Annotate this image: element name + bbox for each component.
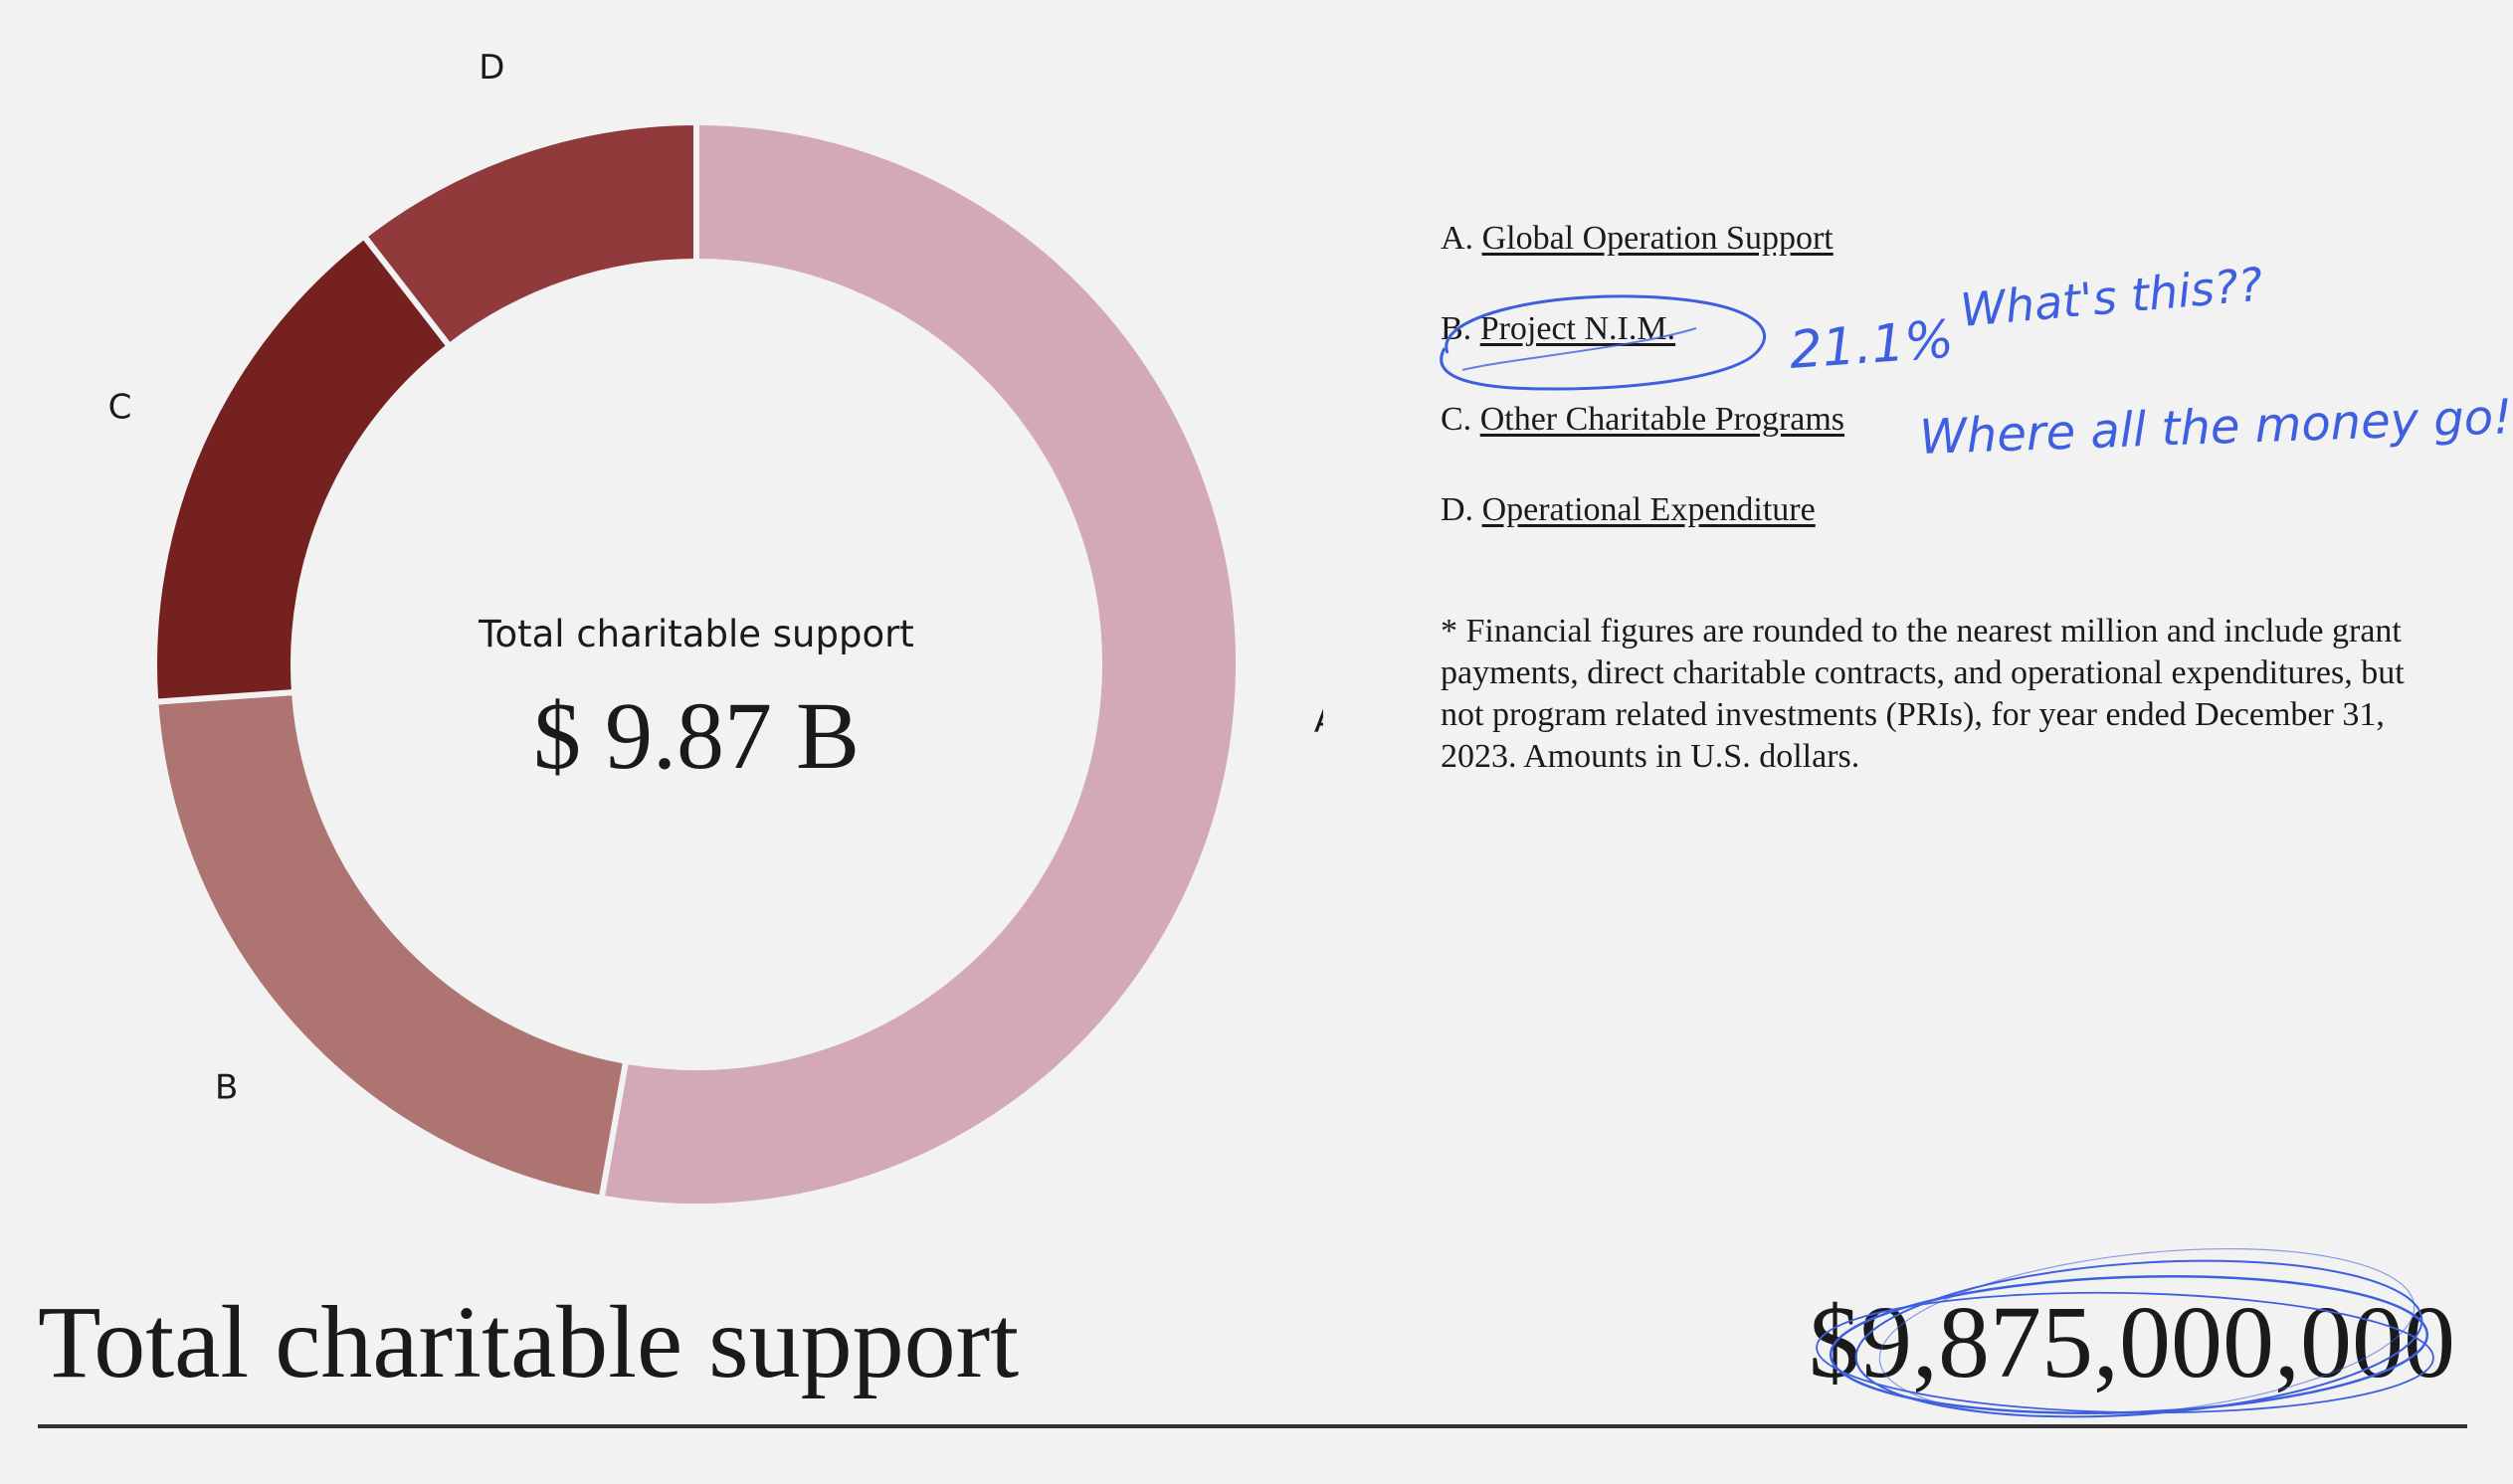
legend-letter: B. <box>1441 310 1472 347</box>
legend-letter: D. <box>1441 491 1474 528</box>
center-caption: Total charitable support <box>478 613 914 655</box>
slice-labels: A B C D <box>108 48 1323 1107</box>
donut-slices <box>151 118 1242 1209</box>
slice-label-a: A <box>1314 701 1323 741</box>
slice-label-b: B <box>215 1067 238 1107</box>
slice-label-c: C <box>108 388 132 428</box>
legend-item-c: C. Other Charitable Programs <box>1441 400 2465 440</box>
total-value: $9,875,000,000 <box>1809 1285 2455 1399</box>
donut-chart: A B C D Total charitable support $ 9.87 B <box>108 48 1323 1209</box>
legend-name: Other Charitable Programs <box>1479 401 1845 438</box>
legend-name: Operational Expenditure <box>1481 491 1816 528</box>
slice-b <box>152 688 630 1203</box>
legend-item-b: B. Project N.I.M. <box>1441 309 2465 349</box>
footnote: * Financial figures are rounded to the n… <box>1441 613 2405 775</box>
slice-a <box>598 118 1242 1209</box>
legend-item-a: A. Global Operation Support <box>1441 219 2465 259</box>
legend-name: Global Operation Support <box>1481 220 1834 257</box>
total-divider <box>38 1424 2467 1428</box>
legend-item-d: D. Operational Expenditure <box>1441 490 2465 530</box>
slice-label-d: D <box>479 48 504 88</box>
legend-name: Project N.I.M. <box>1479 310 1676 347</box>
slice-d <box>359 118 699 351</box>
legend: A. Global Operation Support B. Project N… <box>1441 219 2465 581</box>
total-label: Total charitable support <box>38 1285 1020 1399</box>
legend-letter: A. <box>1441 220 1474 257</box>
center-value: $ 9.87 B <box>533 682 860 789</box>
slice-c <box>151 232 454 705</box>
legend-letter: C. <box>1441 401 1472 438</box>
